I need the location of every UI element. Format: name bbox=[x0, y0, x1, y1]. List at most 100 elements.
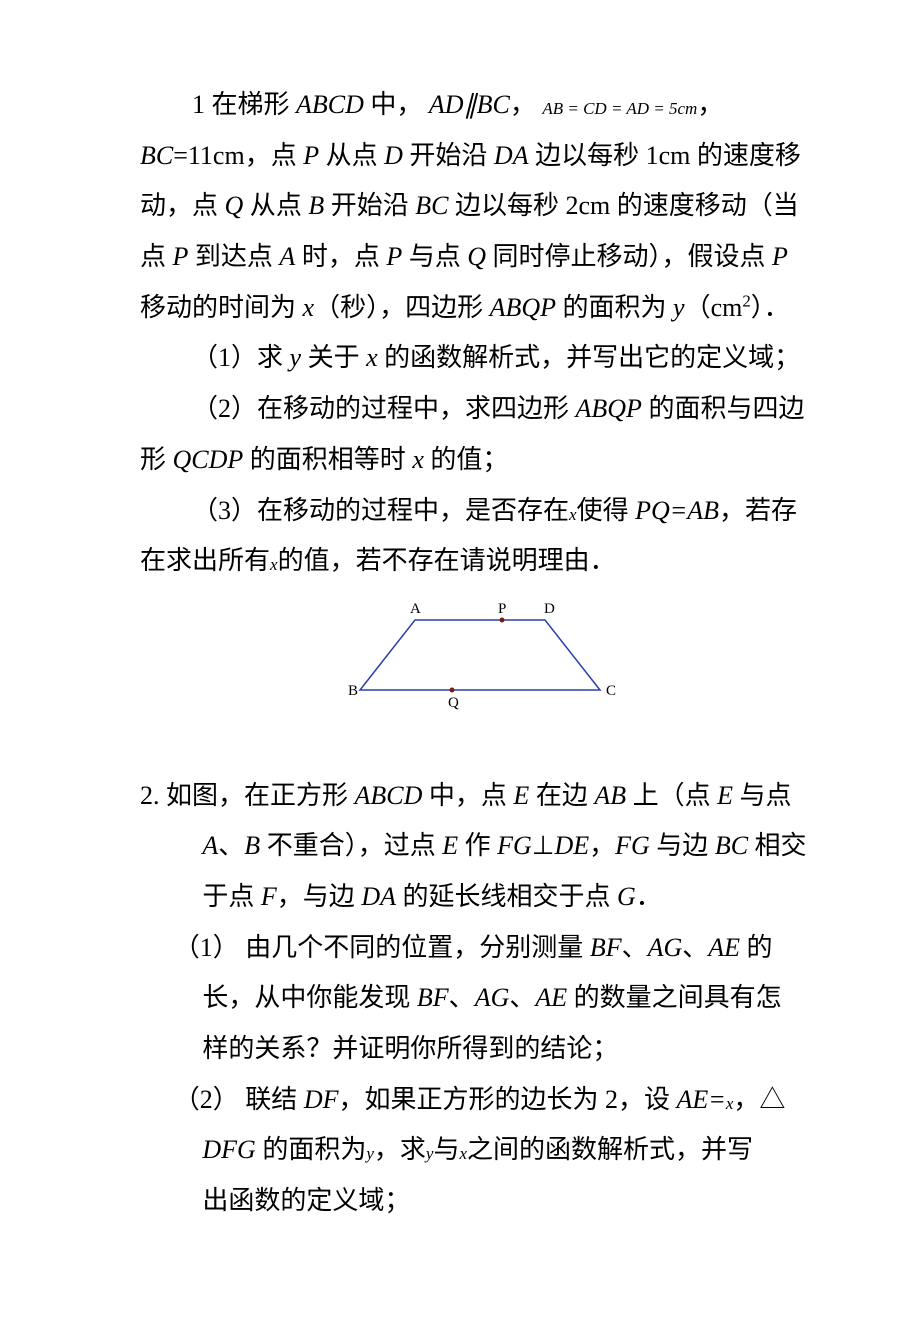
text: 的延长线相交于点 bbox=[396, 882, 617, 911]
var-ag2: AG bbox=[475, 983, 510, 1012]
point-p bbox=[500, 617, 505, 622]
text: （2）在移动的过程中，求四边形 bbox=[192, 394, 576, 423]
text: 开始沿 bbox=[324, 191, 415, 220]
var-fg: FG bbox=[497, 831, 532, 860]
text: 的 bbox=[740, 933, 773, 962]
text: 、 bbox=[622, 933, 648, 962]
text: 为 bbox=[270, 293, 303, 322]
var-bc2: BC bbox=[140, 141, 173, 170]
text: ， bbox=[589, 831, 615, 860]
text: 长，从中你能发现 bbox=[202, 983, 417, 1012]
text: 时，点 bbox=[295, 242, 386, 271]
var-f: F bbox=[261, 882, 277, 911]
var-ab: AB bbox=[594, 781, 626, 810]
var-q: Q bbox=[225, 191, 244, 220]
p2-stem: 2. 如图，在正方形 ABCD 中，点 E 在边 AB 上（点 E 与点 bbox=[140, 771, 820, 822]
var-b: B bbox=[244, 831, 260, 860]
var-x4: x bbox=[569, 505, 577, 524]
var-ag: AG bbox=[648, 933, 683, 962]
var-x2: x bbox=[459, 1144, 467, 1163]
text: （2） 联结 bbox=[174, 1085, 304, 1114]
p1-q1: （1）求 y 关于 x 的函数解析式，并写出它的定义域； bbox=[140, 333, 820, 384]
sq: 2 bbox=[742, 291, 750, 310]
var-x2: x bbox=[366, 343, 378, 372]
var-g: G bbox=[617, 882, 636, 911]
problem-1: 1 在梯形 ABCD 中， AD∥BC， AB = CD = AD = 5cm，… bbox=[140, 80, 820, 733]
p2-q1c: 样的关系？并证明你所得到的结论； bbox=[140, 1024, 820, 1075]
text: 点 bbox=[276, 191, 309, 220]
text: 的面积为 bbox=[256, 1135, 367, 1164]
text: ， bbox=[510, 90, 536, 119]
text: 与点 bbox=[402, 242, 467, 271]
text: 的面积与四边 bbox=[642, 394, 805, 423]
text: ， bbox=[697, 90, 723, 119]
perp: ⊥ bbox=[532, 831, 555, 860]
var-aeeq: AE= bbox=[677, 1085, 726, 1114]
text: 的面积相等时 bbox=[243, 445, 412, 474]
p2-q1: （1） 由几个不同的位置，分别测量 BF、AG、AE 的 bbox=[140, 923, 820, 974]
p2-q2: （2） 联结 DF，如果正方形的边长为 2，设 AE=x，△ bbox=[140, 1075, 820, 1126]
var-a: A bbox=[279, 242, 295, 271]
text: 开始沿 bbox=[403, 141, 494, 170]
var-bc3: BC bbox=[415, 191, 448, 220]
var-de: DE bbox=[554, 831, 589, 860]
var-abcd: ABCD bbox=[355, 781, 423, 810]
var-x: x bbox=[303, 293, 315, 322]
text: 中，点 bbox=[422, 781, 513, 810]
text: 的数量之间具有怎 bbox=[567, 983, 782, 1012]
text: 从 bbox=[243, 191, 276, 220]
text: ，若存 bbox=[719, 496, 797, 525]
eq5cm: AB = CD = AD = 5cm bbox=[542, 99, 697, 118]
var-qcdp: QCDP bbox=[173, 445, 244, 474]
text: 形 bbox=[140, 445, 173, 474]
var-da: DA bbox=[494, 141, 529, 170]
text: （1） 由几个不同的位置，分别测量 bbox=[174, 933, 590, 962]
var-abqp: ABQP bbox=[490, 293, 556, 322]
trapezoid-figure: A P D B Q C bbox=[140, 595, 820, 733]
var-dfg: DFG bbox=[202, 1135, 255, 1164]
var-q2: Q bbox=[467, 242, 486, 271]
text: 关于 bbox=[301, 343, 366, 372]
text: 与边 bbox=[650, 831, 715, 860]
p1-q3: （3）在移动的过程中，是否存在x使得 PQ=AB，若存在求出所有x的值，若不存在… bbox=[140, 486, 820, 587]
text: 从点 bbox=[319, 141, 384, 170]
var-ad: AD bbox=[429, 90, 464, 119]
var-x5: x bbox=[270, 555, 278, 574]
p2-stem3: 于点 F，与边 DA 的延长线相交于点 G． bbox=[140, 872, 820, 923]
label-p: P bbox=[498, 601, 506, 617]
var-p: P bbox=[303, 141, 319, 170]
text: （秒），四边形 bbox=[314, 293, 490, 322]
var-a: A bbox=[202, 831, 218, 860]
text: 之间的函数解析式，并写 bbox=[467, 1135, 753, 1164]
text: （1）求 bbox=[192, 343, 290, 372]
var-p3: P bbox=[386, 242, 402, 271]
text: ，求 bbox=[374, 1135, 426, 1164]
text: 在边 bbox=[529, 781, 594, 810]
text: 、 bbox=[682, 933, 708, 962]
var-da: DA bbox=[361, 882, 396, 911]
text: （3）在移动的过程中，是否存在 bbox=[192, 496, 569, 525]
text: ． bbox=[636, 882, 662, 911]
point-q bbox=[450, 687, 455, 692]
text: 上（点 bbox=[626, 781, 717, 810]
var-p4: P bbox=[772, 242, 788, 271]
text: 、 bbox=[449, 983, 475, 1012]
p2-q1b: 长，从中你能发现 BF、AG、AE 的数量之间具有怎 bbox=[140, 973, 820, 1024]
text: 、 bbox=[509, 983, 535, 1012]
pqab: PQ=AB bbox=[635, 496, 719, 525]
var-y: y bbox=[366, 1144, 374, 1163]
text: 于点 bbox=[202, 882, 261, 911]
var-y: y bbox=[673, 293, 685, 322]
label-a: A bbox=[410, 601, 421, 617]
var-ae2: AE bbox=[535, 983, 567, 1012]
var-e3: E bbox=[442, 831, 458, 860]
var-fg2: FG bbox=[615, 831, 650, 860]
text: =11cm， bbox=[173, 141, 270, 170]
var-bf2: BF bbox=[417, 983, 449, 1012]
p2-stem2: A、B 不重合），过点 E 作 FG⊥DE，FG 与边 BC 相交 bbox=[140, 821, 820, 872]
text: 移动的时间 bbox=[140, 293, 270, 322]
text: 2. 如图，在正方形 bbox=[140, 781, 355, 810]
text: 到达点 bbox=[188, 242, 273, 271]
text: 点 bbox=[271, 141, 304, 170]
var-e: E bbox=[513, 781, 529, 810]
